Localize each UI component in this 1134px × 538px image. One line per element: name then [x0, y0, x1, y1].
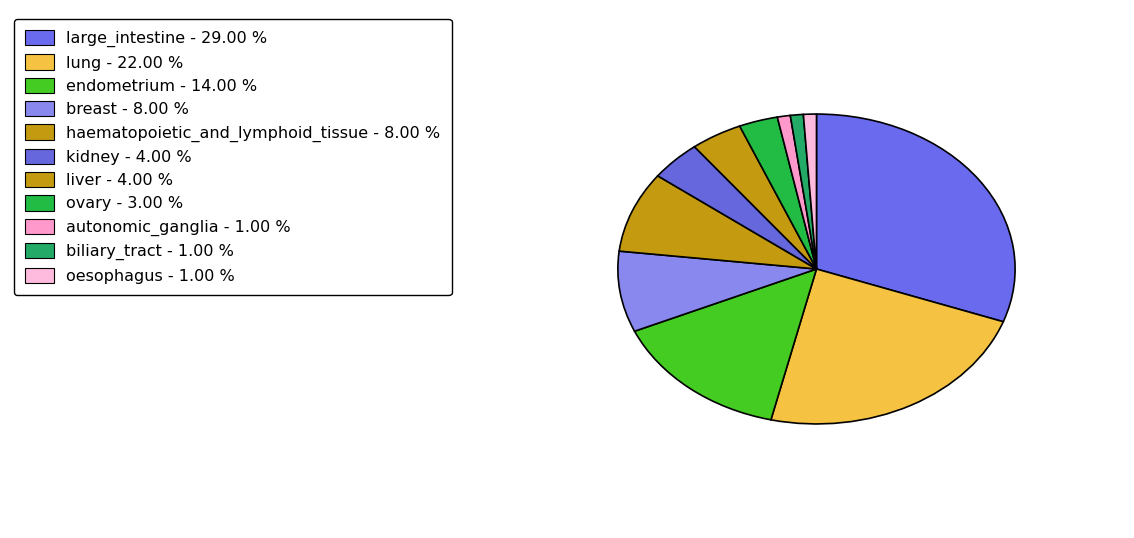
Wedge shape — [694, 126, 816, 269]
Legend: large_intestine - 29.00 %, lung - 22.00 %, endometrium - 14.00 %, breast - 8.00 : large_intestine - 29.00 %, lung - 22.00 … — [14, 19, 451, 295]
Wedge shape — [777, 116, 816, 269]
Wedge shape — [618, 251, 816, 331]
Wedge shape — [816, 114, 1015, 322]
Wedge shape — [739, 117, 816, 269]
Wedge shape — [658, 147, 816, 269]
Wedge shape — [619, 176, 816, 269]
Wedge shape — [790, 115, 816, 269]
Wedge shape — [771, 269, 1004, 424]
Wedge shape — [635, 269, 816, 420]
Wedge shape — [803, 114, 816, 269]
